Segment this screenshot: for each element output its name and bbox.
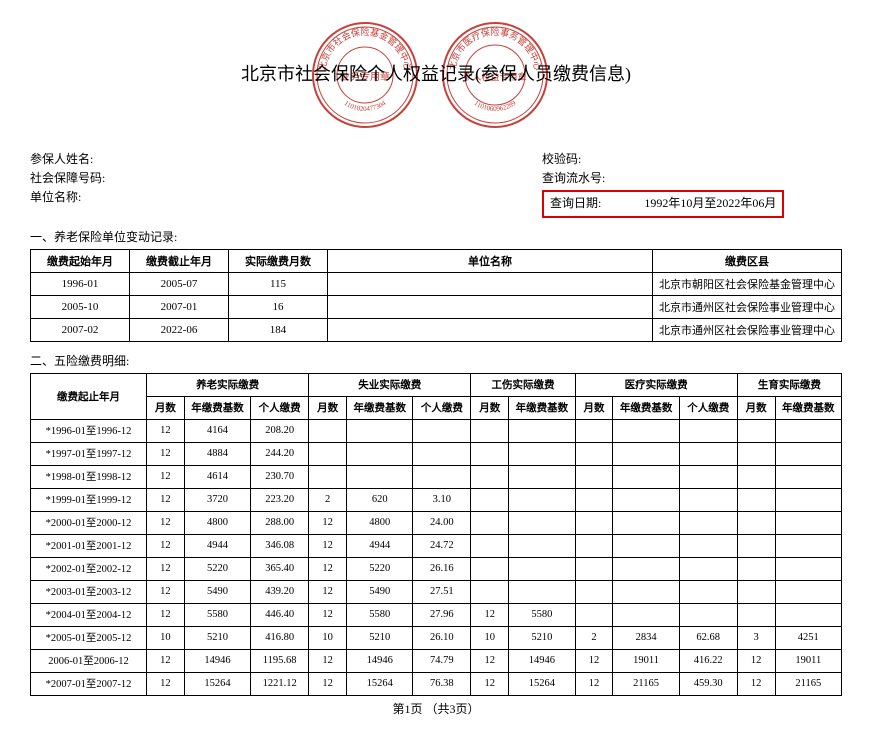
t1-header: 缴费截止年月	[130, 249, 229, 272]
unit-label: 单位名称:	[30, 188, 436, 207]
table-row: 2005-102007-0116北京市通州区社会保险事业管理中心	[31, 295, 842, 318]
t2-subheader: 月数	[309, 396, 347, 419]
t2-subheader: 月数	[146, 396, 184, 419]
table-row: *1996-01至1996-12124164208.20	[31, 419, 842, 442]
t2-subheader: 年缴费基数	[509, 396, 575, 419]
col-period: 缴费起止年月	[31, 373, 147, 419]
five-insurance-table: 缴费起止年月 养老实际缴费 失业实际缴费 工伤实际缴费 医疗实际缴费 生育实际缴…	[30, 373, 842, 696]
t1-header: 实际缴费月数	[229, 249, 328, 272]
table-row: 1996-012005-07115北京市朝阳区社会保险基金管理中心	[31, 272, 842, 295]
table-row: *1997-01至1997-12124884244.20	[31, 442, 842, 465]
section2-title: 二、五险缴费明细:	[30, 352, 842, 369]
t2-subheader: 个人缴费	[679, 396, 737, 419]
section1-title: 一、养老保险单位变动记录:	[30, 228, 842, 245]
t2-subheader: 年缴费基数	[775, 396, 841, 419]
table-row: *2001-01至2001-12124944346.0812494424.72	[31, 534, 842, 557]
group-maternity: 生育实际缴费	[737, 373, 841, 396]
page-footer: 第1页 （共3页）	[30, 700, 842, 717]
query-date-value: 1992年10月至2022年06月	[644, 196, 776, 210]
group-injury: 工伤实际缴费	[471, 373, 575, 396]
group-medical: 医疗实际缴费	[575, 373, 737, 396]
table-row: *2004-01至2004-12125580446.4012558027.961…	[31, 603, 842, 626]
ssn-label: 社会保障号码:	[30, 169, 436, 188]
info-block: 参保人姓名: 社会保障号码: 单位名称: 校验码: 查询流水号: 查询日期: 1…	[30, 150, 842, 218]
table-row: *1999-01至1999-12123720223.2026203.10	[31, 488, 842, 511]
t2-subheader: 月数	[575, 396, 613, 419]
t2-subheader: 个人缴费	[413, 396, 471, 419]
t1-header: 缴费起始年月	[31, 249, 130, 272]
table-row: *2000-01至2000-12124800288.0012480024.00	[31, 511, 842, 534]
svg-text:1101020477304: 1101020477304	[343, 99, 388, 113]
t1-header: 单位名称	[328, 249, 653, 272]
query-date-box: 查询日期: 1992年10月至2022年06月	[542, 190, 784, 217]
svg-text:1101060962289: 1101060962289	[473, 99, 518, 113]
verify-label: 校验码:	[542, 150, 842, 169]
t2-subheader: 月数	[471, 396, 509, 419]
t1-header: 缴费区县	[653, 249, 842, 272]
table-row: *2002-01至2002-12125220365.4012522026.16	[31, 557, 842, 580]
t2-subheader: 年缴费基数	[347, 396, 413, 419]
serial-label: 查询流水号:	[542, 169, 842, 188]
t2-subheader: 年缴费基数	[613, 396, 679, 419]
table-row: *2005-01至2005-12105210416.8010521026.101…	[31, 626, 842, 649]
page-title: 北京市社会保险个人权益记录(参保人员缴费信息)	[30, 60, 842, 86]
name-label: 参保人姓名:	[30, 150, 436, 169]
t2-subheader: 年缴费基数	[184, 396, 250, 419]
t2-subheader: 个人缴费	[251, 396, 309, 419]
query-date-label: 查询日期:	[550, 196, 601, 210]
group-unemployment: 失业实际缴费	[309, 373, 471, 396]
table-row: *2003-01至2003-12125490439.2012549027.51	[31, 580, 842, 603]
t2-subheader: 月数	[737, 396, 775, 419]
group-pension: 养老实际缴费	[146, 373, 308, 396]
header: 北京市社会保险基金管理中心 业务专用章 1101020477304 北京市医疗保…	[30, 20, 842, 150]
table-row: *1998-01至1998-12124614230.70	[31, 465, 842, 488]
unit-change-table: 缴费起始年月缴费截止年月实际缴费月数单位名称缴费区县 1996-012005-0…	[30, 249, 842, 342]
table-row: 2006-01至2006-1212149461195.68121494674.7…	[31, 649, 842, 672]
table-row: 2007-022022-06184北京市通州区社会保险事业管理中心	[31, 318, 842, 341]
table-row: *2007-01至2007-1212152641221.12121526476.…	[31, 672, 842, 695]
